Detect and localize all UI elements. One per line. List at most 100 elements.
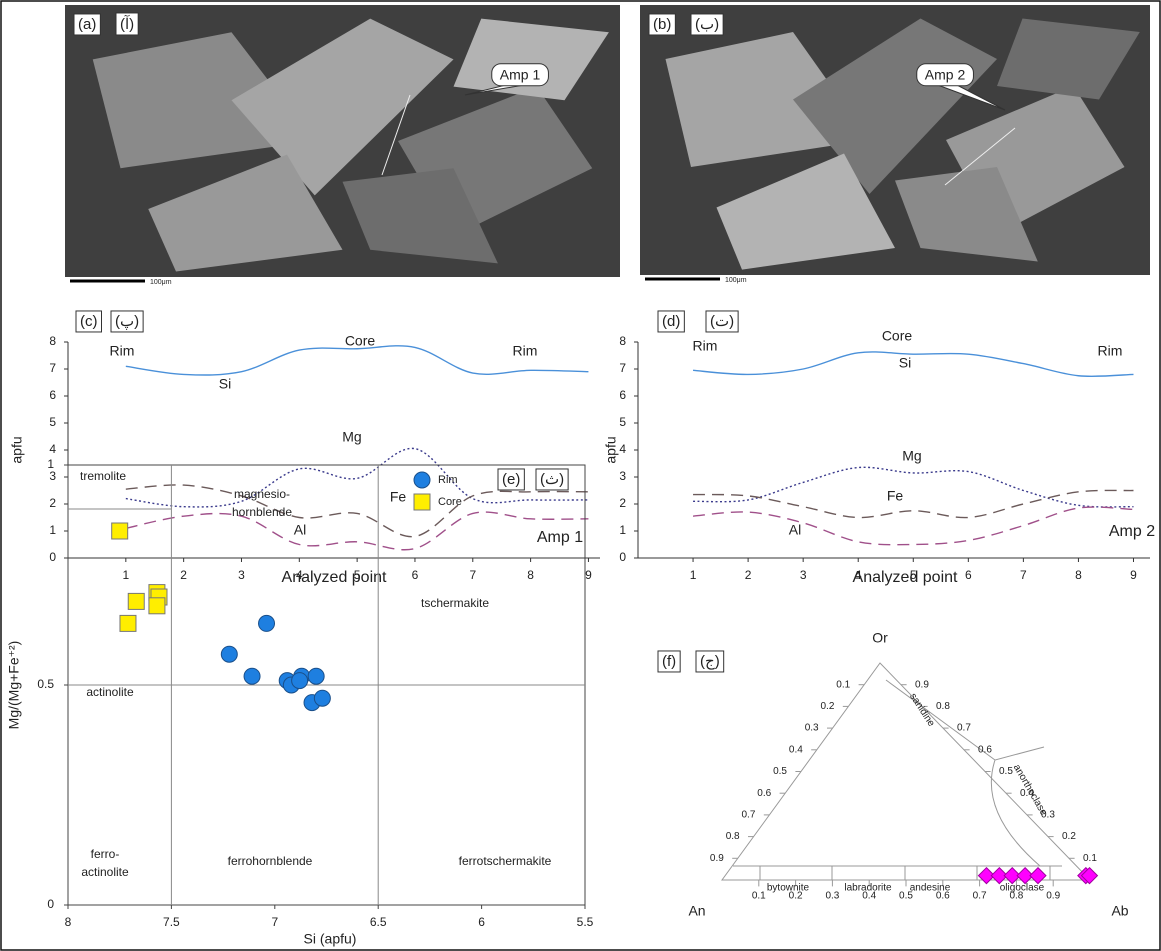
y-tick-label: 8 <box>619 334 626 348</box>
series-label: Si <box>219 376 231 392</box>
field-label: ferrohornblende <box>228 854 313 868</box>
panel-label-box <box>657 650 681 673</box>
ternary-tick-label: 0.3 <box>825 891 839 902</box>
panel-label: (ج) <box>700 653 720 670</box>
callout-box <box>491 63 549 87</box>
point <box>220 645 238 663</box>
ternary-tick-label: 0.9 <box>1046 891 1060 902</box>
x-axis-title: Si (apfu) <box>304 931 357 947</box>
field-label: hornblende <box>232 505 292 519</box>
series-line <box>125 345 589 376</box>
ternary-tick-label: 0.5 <box>999 766 1013 777</box>
field-label: anorthoclase <box>1011 763 1049 818</box>
crystal <box>895 167 1038 262</box>
field-label: ferrotschermakite <box>459 854 552 868</box>
y-axis-title: apfu <box>9 436 25 463</box>
ternary-tick-label: 0.1 <box>836 679 850 690</box>
panel-label: (ب) <box>695 16 719 33</box>
y-tick-label: 5 <box>49 415 56 429</box>
panel-label: (b) <box>653 16 671 33</box>
panel-label-box <box>73 13 101 36</box>
x-tick-label: 7 <box>469 568 476 582</box>
crystal <box>148 154 343 272</box>
panel-label-box <box>695 650 725 673</box>
vertex-label: Or <box>872 630 888 646</box>
y-axis-title: Mg/(Mg+Fe⁺²) <box>6 641 22 730</box>
field-label: magnesio- <box>234 487 290 501</box>
panel-label: (d) <box>662 313 680 330</box>
x-tick-label: 8 <box>527 568 534 582</box>
field-line <box>885 679 996 761</box>
callout-pointer <box>934 83 1006 111</box>
x-tick-label: 7.5 <box>163 915 180 929</box>
point <box>990 866 1009 885</box>
panel-label-box <box>690 13 724 36</box>
callout-pointer <box>464 83 531 96</box>
point <box>307 667 325 685</box>
x-tick-label: 2 <box>180 568 187 582</box>
ternary-tick-label: 0.9 <box>915 679 929 690</box>
x-tick-label: 5 <box>910 568 917 582</box>
ternary-tick-label: 0.6 <box>757 788 771 799</box>
x-tick-label: 6 <box>478 915 485 929</box>
series-line <box>125 511 589 551</box>
point <box>111 522 129 540</box>
series-line <box>125 447 589 508</box>
crystal <box>665 32 870 167</box>
field-label: bytownite <box>767 883 810 894</box>
panel-label: (ث) <box>540 471 564 488</box>
annotation: Amp 2 <box>1109 523 1155 540</box>
series-label: Mg <box>342 429 361 445</box>
field-line <box>990 746 1045 867</box>
y-tick-label: 8 <box>49 334 56 348</box>
callout-box <box>916 63 974 87</box>
point <box>127 592 145 610</box>
panel-label-box <box>110 310 144 333</box>
y-tick-label: 2 <box>619 496 626 510</box>
series-label: Al <box>789 522 801 538</box>
series-label: Fe <box>887 488 904 504</box>
field-label: tschermakite <box>421 596 489 610</box>
series-label: Si <box>899 355 911 371</box>
y-tick-label: 4 <box>49 442 56 456</box>
panel-label: (ت) <box>710 313 734 330</box>
x-tick-label: 5.5 <box>577 915 594 929</box>
ternary-tick-label: 0.4 <box>862 891 876 902</box>
series-label: Fe <box>390 489 407 505</box>
callout: Amp 2 <box>925 67 966 83</box>
y-tick-label: 3 <box>49 469 56 483</box>
field-label: ferro- <box>91 847 120 861</box>
panel-label-box <box>115 12 139 36</box>
y-axis-title: apfu <box>603 436 619 463</box>
crystal <box>342 168 498 264</box>
ternary-tick-label: 0.2 <box>820 701 834 712</box>
y-tick-label: 0.5 <box>37 677 54 691</box>
x-tick-label: 2 <box>745 568 752 582</box>
legend-label: Rim <box>438 474 458 486</box>
ternary-tick-label: 0.5 <box>899 891 913 902</box>
point <box>291 672 309 690</box>
ternary-tick-label: 0.2 <box>789 891 803 902</box>
series-line <box>693 506 1134 546</box>
annotation: Rim <box>1098 343 1123 359</box>
x-tick-label: 7 <box>1020 568 1027 582</box>
traverse <box>944 127 1016 186</box>
x-tick-label: 4 <box>855 568 862 582</box>
panel-label-box <box>705 310 739 333</box>
annotation: Amp 1 <box>537 529 583 546</box>
x-tick-label: 6 <box>965 568 972 582</box>
point <box>119 614 137 632</box>
x-tick-label: 9 <box>1130 568 1137 582</box>
scale-label: 100μm <box>150 279 172 286</box>
panel-label-box <box>657 310 685 333</box>
y-tick-label: 1 <box>47 457 54 471</box>
panel-label: (f) <box>662 653 676 670</box>
x-tick-label: 9 <box>585 568 592 582</box>
series-label: Mg <box>902 448 921 464</box>
point <box>1029 866 1047 885</box>
ternary-tick-label: 0.6 <box>936 891 950 902</box>
y-tick-label: 7 <box>49 361 56 375</box>
ternary-tick-label: 0.4 <box>789 744 803 755</box>
y-tick-label: 7 <box>619 361 626 375</box>
